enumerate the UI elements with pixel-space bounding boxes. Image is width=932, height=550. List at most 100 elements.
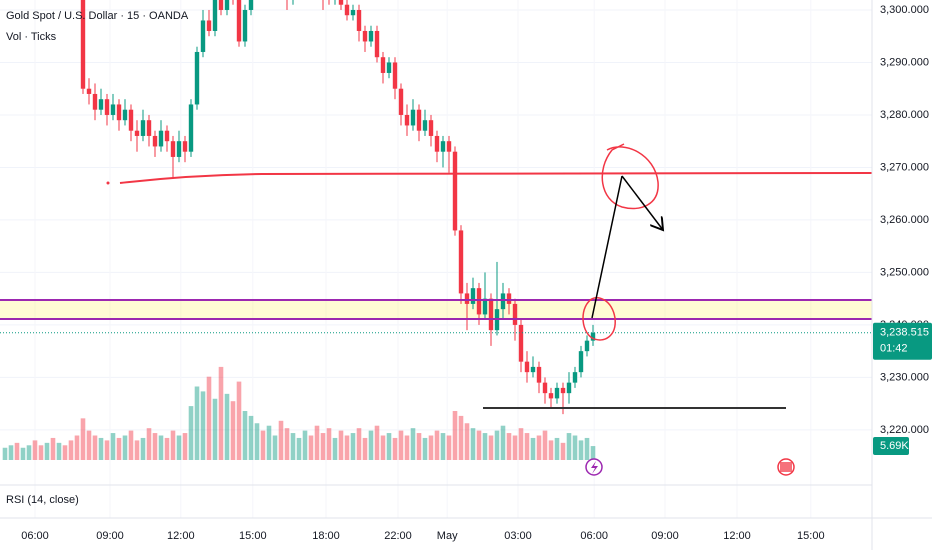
candle-body — [446, 141, 452, 152]
candle-body — [560, 387, 566, 394]
volume-bar — [122, 435, 128, 460]
candle-body — [500, 293, 506, 310]
candle-body — [164, 130, 170, 142]
volume-bar — [560, 442, 566, 460]
candle-body — [80, 0, 86, 89]
volume-bar — [278, 420, 284, 460]
volume-pane — [2, 366, 596, 460]
y-tick-label: 3,220.000 — [880, 424, 929, 436]
volume-bar — [398, 430, 404, 460]
candle-body — [86, 88, 92, 94]
candle-body — [470, 288, 476, 304]
candle-body — [110, 104, 116, 115]
x-tick-label: 22:00 — [384, 530, 412, 542]
volume-bar — [428, 435, 434, 460]
volume-bar — [182, 433, 188, 460]
volume-bar — [326, 428, 332, 460]
volume-bar — [212, 398, 218, 460]
volume-bar — [416, 433, 422, 460]
volume-bar — [74, 435, 80, 460]
volume-bar — [512, 435, 518, 460]
volume-bar — [350, 433, 356, 460]
candle-body — [452, 151, 458, 231]
candle-body — [398, 88, 404, 115]
volume-bar — [578, 440, 584, 460]
x-tick-label: 06:00 — [21, 530, 49, 542]
x-tick-label: 15:00 — [797, 530, 825, 542]
candle-body — [440, 141, 446, 152]
candle-body — [506, 293, 512, 304]
candle-body — [404, 114, 410, 126]
candles — [0, 0, 872, 415]
volume-bar — [164, 437, 170, 460]
volume-bar — [470, 428, 476, 460]
candle-body — [350, 9, 356, 16]
candle-body — [356, 9, 362, 31]
volume-bar — [62, 445, 68, 460]
candle-body — [236, 0, 242, 42]
candle-body — [212, 0, 218, 31]
volume-bar — [332, 437, 338, 460]
volume-bar — [86, 430, 92, 460]
candle-body — [116, 104, 122, 121]
volume-bar — [356, 428, 362, 460]
volume-bar — [572, 435, 578, 460]
candle-body — [554, 387, 560, 399]
volume-bar — [92, 435, 98, 460]
chart-title: Gold Spot / U.S. Dollar · 15 · OANDA — [6, 10, 189, 22]
y-tick-label: 3,300.000 — [880, 4, 929, 16]
volume-bar — [452, 411, 458, 460]
y-tick-label: 3,230.000 — [880, 371, 929, 383]
volume-bar — [344, 435, 350, 460]
volume-bar — [536, 435, 542, 460]
volume-bar — [194, 386, 200, 460]
candle-body — [422, 120, 428, 131]
volume-title: Vol · Ticks — [6, 31, 57, 43]
candle-body — [530, 366, 536, 373]
volume-bar — [26, 445, 32, 460]
rsi-title: RSI (14, close) — [6, 494, 79, 506]
candle-body — [140, 120, 146, 136]
volume-bar — [176, 435, 182, 460]
candle-body — [128, 109, 134, 131]
x-tick-label: 03:00 — [504, 530, 532, 542]
volume-bar — [56, 442, 62, 460]
last-price-label: 3,238.515 — [880, 327, 929, 339]
volume-bar — [554, 437, 560, 460]
volume-bar — [266, 425, 272, 460]
candle-body — [98, 99, 104, 110]
volume-bar — [290, 433, 296, 460]
candle-body — [368, 30, 374, 42]
volume-bar — [128, 430, 134, 460]
flag — [780, 462, 792, 472]
volume-bar — [320, 433, 326, 460]
volume-bar — [44, 442, 50, 460]
candle-body — [536, 366, 542, 383]
volume-bar — [104, 440, 110, 460]
volume-label: 5.69K — [880, 440, 909, 452]
y-tick-label: 3,270.000 — [880, 161, 929, 173]
volume-bar — [392, 437, 398, 460]
x-tick-label: 12:00 — [723, 530, 751, 542]
candle-body — [434, 135, 440, 152]
volume-bar — [590, 446, 596, 460]
candle-body — [104, 99, 110, 115]
candle-body — [488, 298, 494, 331]
volume-bar — [434, 430, 440, 460]
candle-body — [512, 303, 518, 325]
x-tick-label: 18:00 — [312, 530, 340, 542]
candle-body — [548, 393, 554, 399]
volume-bar — [2, 447, 8, 460]
volume-bar — [236, 381, 242, 460]
candle-body — [590, 332, 596, 341]
volume-bar — [338, 430, 344, 460]
candle-body — [428, 120, 434, 136]
y-tick-label: 3,260.000 — [880, 214, 929, 226]
volume-bar — [542, 430, 548, 460]
candle-body — [578, 351, 584, 373]
candle-body — [92, 93, 98, 110]
volume-bar — [524, 433, 530, 460]
candle-body — [152, 135, 158, 147]
candle-body — [170, 141, 176, 157]
candle-body — [524, 361, 530, 373]
